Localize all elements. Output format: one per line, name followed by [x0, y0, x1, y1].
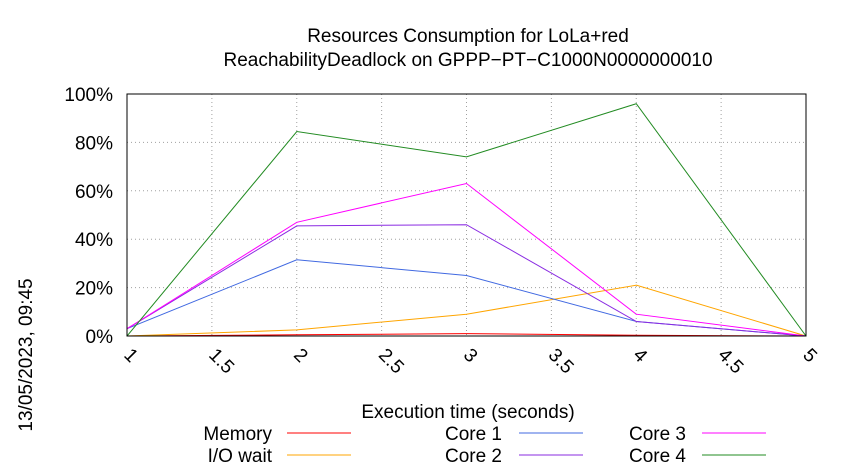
timestamp: 13/05/2023, 09:45 — [16, 278, 37, 431]
series-line-core-1 — [126, 259, 807, 337]
y-tick-labels: 0% 20% 40% 60% 80% 100% — [64, 85, 113, 348]
y-tick-label: 60% — [75, 182, 113, 203]
x-tick-label: 1 — [119, 345, 141, 367]
chart-subtitle: ReachabilityDeadlock on GPPP−PT−C1000N00… — [223, 50, 712, 71]
x-tick-label: 4.5 — [714, 345, 748, 379]
legend-label-core-3: Core 3 — [629, 424, 686, 445]
x-tick-label: 2.5 — [374, 345, 408, 379]
legend-label-core-4: Core 4 — [629, 446, 686, 467]
chart-title: Resources Consumption for LoLa+red — [307, 26, 629, 47]
x-tick-label: 3.5 — [544, 345, 578, 379]
legend-label-core-1: Core 1 — [445, 424, 502, 445]
x-tick-label: 2 — [289, 345, 311, 367]
legend-label-i-o-wait: I/O wait — [208, 446, 273, 467]
plot-frame — [126, 93, 807, 337]
x-tick-labels: 1 1.5 2 2.5 3 3.5 4 4.5 5 — [119, 345, 820, 379]
series-line-i-o-wait — [126, 284, 807, 337]
x-tick-label: 3 — [459, 345, 481, 367]
series-line-core-4 — [126, 103, 807, 337]
y-tick-label: 100% — [64, 85, 113, 106]
y-tick-label: 40% — [75, 230, 113, 251]
y-tick-label: 20% — [75, 279, 113, 300]
x-tick-label: 5 — [798, 345, 820, 367]
series-lines — [126, 103, 807, 337]
x-tick-label: 1.5 — [204, 345, 238, 379]
grid — [126, 93, 807, 337]
y-tick-label: 0% — [86, 327, 114, 348]
y-tick-label: 80% — [75, 133, 113, 154]
legend-label-core-2: Core 2 — [445, 446, 502, 467]
legend-label-memory: Memory — [203, 424, 272, 445]
series-line-core-2 — [126, 224, 807, 337]
x-axis-label: Execution time (seconds) — [361, 402, 574, 423]
series-line-core-3 — [126, 182, 807, 337]
x-tick-label: 4 — [629, 345, 652, 368]
